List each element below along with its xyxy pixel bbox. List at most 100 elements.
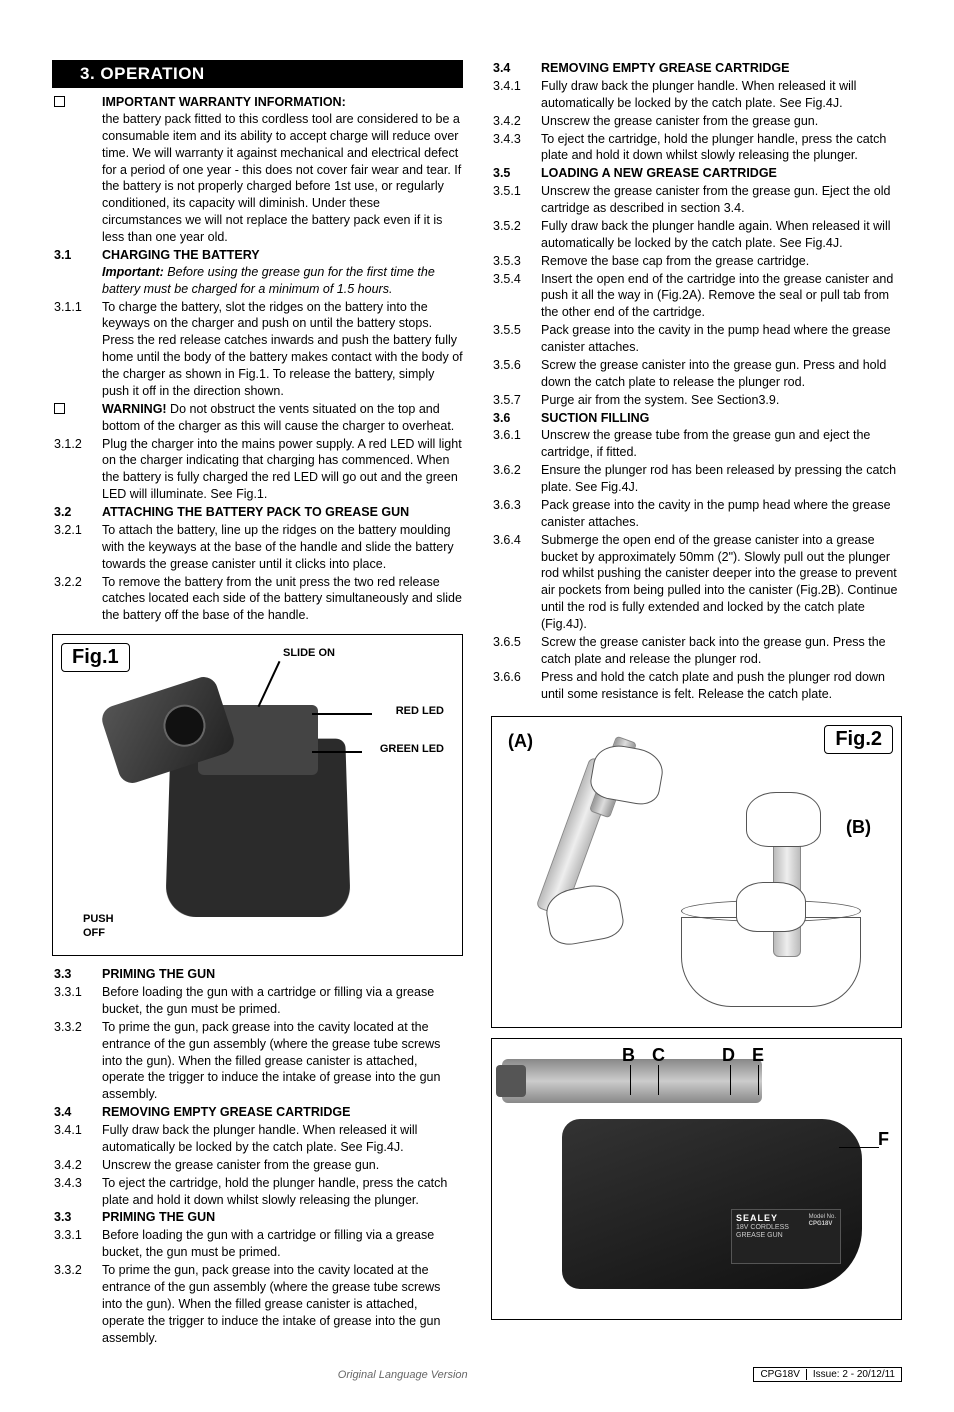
fig1-green-led-label: GREEN LED xyxy=(380,743,444,755)
title-3-2: ATTACHING THE BATTERY PACK TO GREASE GUN xyxy=(102,504,463,521)
body-3-4-2: Unscrew the grease canister from the gre… xyxy=(541,113,902,130)
row-3-6-1: 3.6.1Unscrew the grease tube from the gr… xyxy=(491,427,902,461)
body-3-6-1: Unscrew the grease tube from the grease … xyxy=(541,427,902,461)
num-3-5-7: 3.5.7 xyxy=(491,392,541,409)
footer-issue: Issue: 2 - 20/12/11 xyxy=(813,1369,895,1380)
title-3-4a: REMOVING EMPTY GREASE CARTRIDGE xyxy=(102,1104,463,1121)
figure-2-image: (A) (B) xyxy=(492,717,901,1027)
row-3-1: 3.1 CHARGING THE BATTERY Important: Befo… xyxy=(52,247,463,298)
figure-3: Fig.3 SEALEY 18V CORDLESS GREASE GUN Mod… xyxy=(491,1038,902,1320)
checkbox-icon xyxy=(54,403,65,414)
row-3-4-1: 3.4.1 Fully draw back the plunger handle… xyxy=(491,78,902,112)
row-3-6-3: 3.6.3Pack grease into the cavity in the … xyxy=(491,497,902,531)
num-3-3: 3.3 xyxy=(52,966,102,983)
section-header: 3. OPERATION xyxy=(52,60,463,88)
num-3-6: 3.6 xyxy=(491,410,541,427)
num-3-3-2: 3.3.2 xyxy=(52,1019,102,1103)
num-3-1-2: 3.1.2 xyxy=(52,436,102,504)
num-3-4: 3.4 xyxy=(491,60,541,77)
num-3-4-2a: 3.4.2 xyxy=(52,1157,102,1174)
num-3-2-2: 3.2.2 xyxy=(52,574,102,625)
row-3-1-1: 3.1.1 To charge the battery, slot the ri… xyxy=(52,299,463,400)
body-3-1-1: To charge the battery, slot the ridges o… xyxy=(102,299,463,400)
title-3-5: LOADING A NEW GREASE CARTRIDGE xyxy=(541,165,902,182)
num-3-4-1: 3.4.1 xyxy=(491,78,541,112)
footer-model: CPG18V xyxy=(760,1369,806,1380)
warranty-title: IMPORTANT WARRANTY INFORMATION: xyxy=(102,95,346,109)
figure-1-image: SLIDE ON RED LED GREEN LED PUSH OFF xyxy=(53,635,462,955)
num-3-5-4: 3.5.4 xyxy=(491,271,541,322)
row-3-3-2: 3.3.2 To prime the gun, pack grease into… xyxy=(52,1019,463,1103)
num-3-5-2: 3.5.2 xyxy=(491,218,541,252)
row-3-5-3: 3.5.3Remove the base cap from the grease… xyxy=(491,253,902,270)
row-3-5-2: 3.5.2Fully draw back the plunger handle … xyxy=(491,218,902,252)
num-3-2: 3.2 xyxy=(52,504,102,521)
fig3-marker-f: F xyxy=(878,1129,889,1150)
warning-block: WARNING! Do not obstruct the vents situa… xyxy=(52,401,463,435)
body-3-4-1: Fully draw back the plunger handle. When… xyxy=(541,78,902,112)
body-3-5-4: Insert the open end of the cartridge int… xyxy=(541,271,902,322)
row-3-3: 3.3 PRIMING THE GUN xyxy=(52,966,463,983)
fig3-plate-model-lbl: Model No. xyxy=(809,1214,836,1220)
warranty-body: the battery pack fitted to this cordless… xyxy=(102,112,461,244)
right-column: 3.4 REMOVING EMPTY GREASE CARTRIDGE 3.4.… xyxy=(491,60,902,1347)
num-3-4-2: 3.4.2 xyxy=(491,113,541,130)
fig1-off-label: OFF xyxy=(83,927,105,939)
row-3-3-1: 3.3.1 Before loading the gun with a cart… xyxy=(52,984,463,1018)
body-3-5-3: Remove the base cap from the grease cart… xyxy=(541,253,902,270)
num-3-3-1b: 3.3.1 xyxy=(52,1227,102,1261)
fig3-plate-model: CPG18V xyxy=(809,1221,833,1227)
row-3-5-6: 3.5.6Screw the grease canister into the … xyxy=(491,357,902,391)
fig3-marker-c: C xyxy=(652,1045,665,1066)
title-3-3b: PRIMING THE GUN xyxy=(102,1209,463,1226)
body-3-3-2: To prime the gun, pack grease into the c… xyxy=(102,1019,463,1103)
body-3-5-2: Fully draw back the plunger handle again… xyxy=(541,218,902,252)
figure-1: Fig.1 SLIDE ON RED LED GREEN LED PUSH OF… xyxy=(52,634,463,956)
row-3-4-3a: 3.4.3 To eject the cartridge, hold the p… xyxy=(52,1175,463,1209)
num-3-3b: 3.3 xyxy=(52,1209,102,1226)
row-3-6-2: 3.6.2Ensure the plunger rod has been rel… xyxy=(491,462,902,496)
body-3-2-1: To attach the battery, line up the ridge… xyxy=(102,522,463,573)
body-3-3-2b: To prime the gun, pack grease into the c… xyxy=(102,1262,463,1346)
title-3-6: SUCTION FILLING xyxy=(541,410,902,427)
fig1-slide-on-label: SLIDE ON xyxy=(283,647,335,659)
body-3-6-4: Submerge the open end of the grease cani… xyxy=(541,532,902,633)
num-3-5-1: 3.5.1 xyxy=(491,183,541,217)
figure-3-image: SEALEY 18V CORDLESS GREASE GUN Model No.… xyxy=(492,1039,901,1319)
row-3-3-2b: 3.3.2 To prime the gun, pack grease into… xyxy=(52,1262,463,1346)
row-3-1-2: 3.1.2 Plug the charger into the mains po… xyxy=(52,436,463,504)
num-3-3-1: 3.3.1 xyxy=(52,984,102,1018)
fig3-label-plate: SEALEY 18V CORDLESS GREASE GUN Model No.… xyxy=(731,1209,841,1264)
row-3-5-1: 3.5.1Unscrew the grease canister from th… xyxy=(491,183,902,217)
num-3-1: 3.1 xyxy=(52,247,102,298)
row-3-5: 3.5 LOADING A NEW GREASE CARTRIDGE xyxy=(491,165,902,182)
num-3-4-3a: 3.4.3 xyxy=(52,1175,102,1209)
fig2-marker-b: (B) xyxy=(846,817,871,838)
num-3-6-6: 3.6.6 xyxy=(491,669,541,703)
body-3-5-6: Screw the grease canister into the greas… xyxy=(541,357,902,391)
row-3-5-5: 3.5.5Pack grease into the cavity in the … xyxy=(491,322,902,356)
page-footer: Original Language Version CPG18V Issue: … xyxy=(52,1367,902,1382)
fig1-red-led-label: RED LED xyxy=(396,705,444,717)
footer-model-box: CPG18V Issue: 2 - 20/12/11 xyxy=(753,1367,902,1382)
row-3-3b: 3.3 PRIMING THE GUN xyxy=(52,1209,463,1226)
num-3-2-1: 3.2.1 xyxy=(52,522,102,573)
body-3-5-7: Purge air from the system. See Section3.… xyxy=(541,392,902,409)
checkbox-icon xyxy=(54,96,65,107)
title-3-3: PRIMING THE GUN xyxy=(102,966,463,983)
num-3-6-2: 3.6.2 xyxy=(491,462,541,496)
body-3-6-5: Screw the grease canister back into the … xyxy=(541,634,902,668)
row-3-4-2a: 3.4.2 Unscrew the grease canister from t… xyxy=(52,1157,463,1174)
row-3-2-2: 3.2.2 To remove the battery from the uni… xyxy=(52,574,463,625)
body-3-6-2: Ensure the plunger rod has been released… xyxy=(541,462,902,496)
title-3-4: REMOVING EMPTY GREASE CARTRIDGE xyxy=(541,60,902,77)
num-3-6-4: 3.6.4 xyxy=(491,532,541,633)
body-3-3-1: Before loading the gun with a cartridge … xyxy=(102,984,463,1018)
row-3-2-1: 3.2.1 To attach the battery, line up the… xyxy=(52,522,463,573)
num-3-5-6: 3.5.6 xyxy=(491,357,541,391)
row-3-6-4: 3.6.4Submerge the open end of the grease… xyxy=(491,532,902,633)
body-3-6-3: Pack grease into the cavity in the pump … xyxy=(541,497,902,531)
num-3-3-2b: 3.3.2 xyxy=(52,1262,102,1346)
row-3-4-3: 3.4.3 To eject the cartridge, hold the p… xyxy=(491,131,902,165)
row-3-4-2: 3.4.2 Unscrew the grease canister from t… xyxy=(491,113,902,130)
